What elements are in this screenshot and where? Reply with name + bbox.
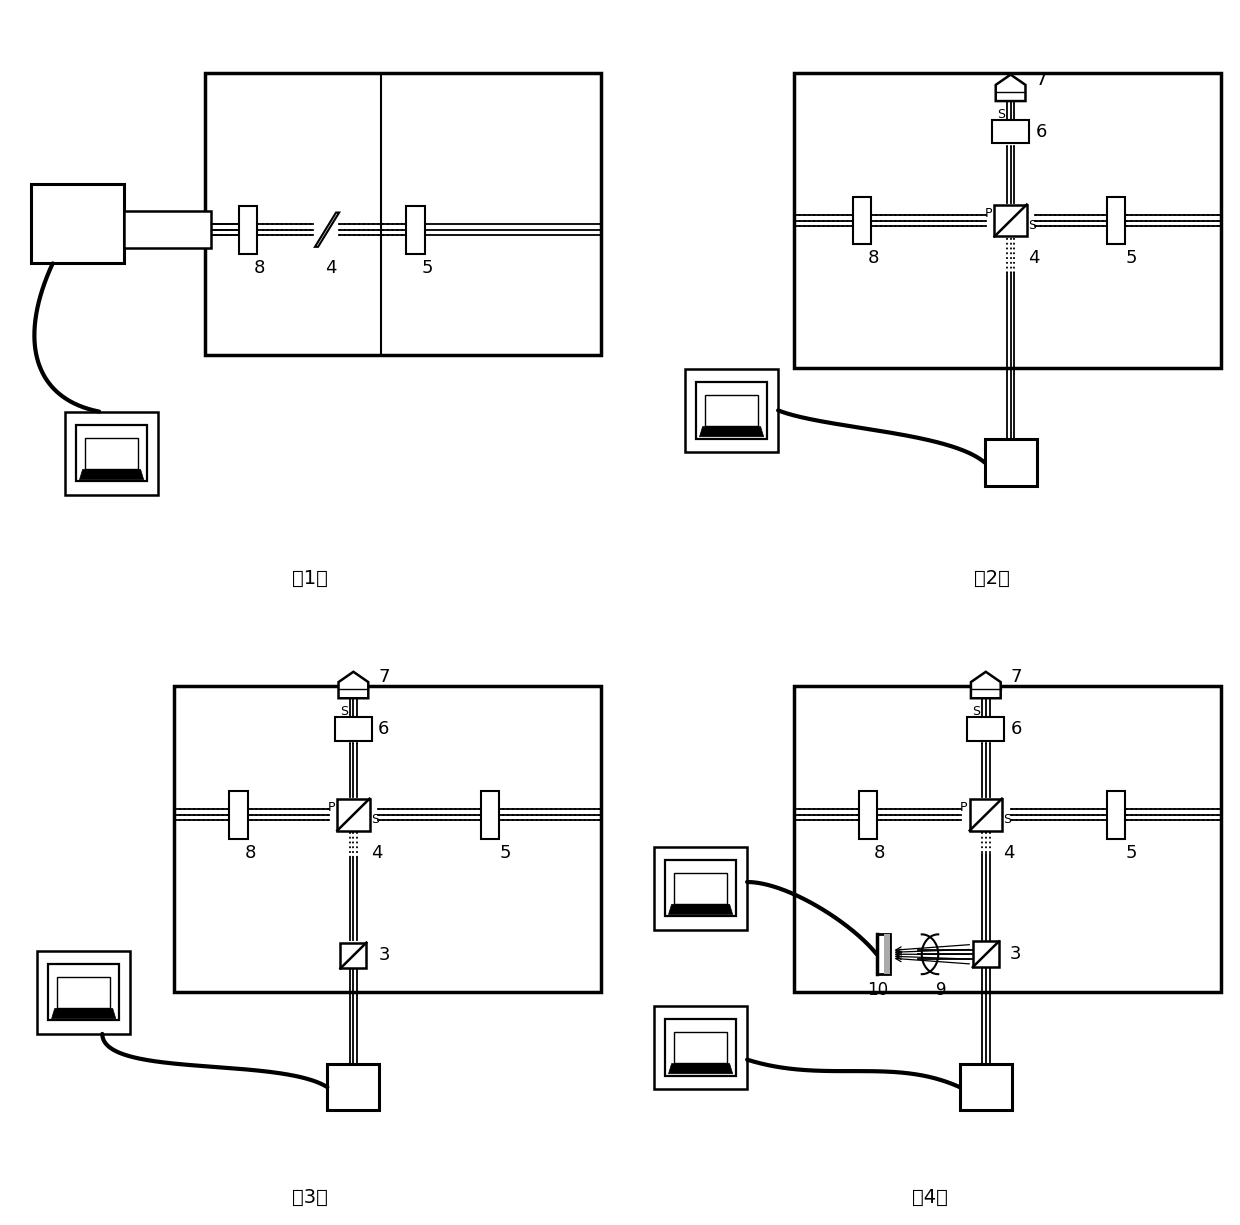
- Bar: [655, 1007, 746, 1089]
- Bar: [57, 978, 110, 1008]
- Bar: [76, 425, 148, 481]
- Bar: [1107, 196, 1126, 244]
- Bar: [665, 1019, 737, 1076]
- Bar: [684, 370, 779, 452]
- Text: （2）: （2）: [975, 570, 1009, 588]
- Bar: [967, 718, 1004, 740]
- Text: S: S: [1028, 219, 1035, 232]
- Text: 7: 7: [1035, 71, 1047, 88]
- Text: （3）: （3）: [293, 1188, 327, 1207]
- Text: 9: 9: [936, 981, 946, 998]
- Text: 5: 5: [498, 844, 511, 861]
- Text: S: S: [371, 813, 378, 826]
- Bar: [794, 74, 1221, 368]
- Bar: [66, 412, 159, 495]
- Bar: [1107, 791, 1126, 838]
- Polygon shape: [668, 1063, 733, 1073]
- Bar: [794, 686, 1221, 992]
- Text: 6: 6: [1011, 720, 1022, 737]
- Polygon shape: [79, 469, 144, 479]
- Bar: [48, 964, 119, 1020]
- Text: P: P: [960, 801, 967, 813]
- Bar: [665, 860, 737, 916]
- Text: 6: 6: [1035, 122, 1047, 141]
- Text: （1）: （1）: [293, 570, 327, 588]
- Polygon shape: [339, 671, 368, 698]
- Bar: [335, 718, 372, 740]
- Bar: [655, 848, 746, 930]
- Text: P: P: [985, 207, 992, 219]
- Polygon shape: [971, 671, 1001, 698]
- Bar: [238, 206, 258, 254]
- Bar: [481, 791, 498, 838]
- Bar: [883, 935, 890, 974]
- Bar: [858, 791, 878, 838]
- Bar: [84, 439, 139, 469]
- Polygon shape: [315, 212, 339, 247]
- Text: P: P: [327, 801, 335, 813]
- Bar: [31, 184, 124, 263]
- Text: 5: 5: [1126, 250, 1137, 267]
- Polygon shape: [668, 904, 733, 914]
- Bar: [696, 382, 768, 439]
- Text: S: S: [340, 706, 347, 718]
- Polygon shape: [699, 426, 764, 437]
- Bar: [853, 196, 870, 244]
- Bar: [174, 686, 601, 992]
- Bar: [972, 941, 999, 968]
- Text: 4: 4: [1028, 250, 1039, 267]
- Text: 8: 8: [254, 258, 265, 277]
- Bar: [673, 1033, 728, 1063]
- Text: 7: 7: [1011, 668, 1022, 686]
- Text: 4: 4: [1003, 844, 1014, 861]
- Text: 3: 3: [1009, 946, 1021, 963]
- Text: S: S: [997, 108, 1004, 121]
- Bar: [673, 873, 728, 904]
- Text: 8: 8: [868, 250, 879, 267]
- Text: 4: 4: [371, 844, 382, 861]
- Bar: [229, 791, 248, 838]
- Text: 3: 3: [378, 947, 389, 964]
- Text: 10: 10: [868, 981, 889, 998]
- Bar: [405, 206, 424, 254]
- Polygon shape: [52, 1008, 115, 1019]
- Bar: [704, 396, 759, 426]
- Bar: [985, 440, 1037, 485]
- Bar: [37, 951, 130, 1034]
- Text: S: S: [972, 706, 980, 718]
- Text: 8: 8: [874, 844, 885, 861]
- Text: S: S: [1003, 813, 1011, 826]
- Bar: [327, 1063, 379, 1110]
- Bar: [877, 935, 890, 974]
- Text: 6: 6: [378, 720, 389, 737]
- Bar: [124, 211, 211, 247]
- Text: 4: 4: [325, 258, 337, 277]
- Bar: [337, 799, 370, 831]
- Bar: [992, 120, 1029, 143]
- Bar: [994, 205, 1027, 236]
- Text: 7: 7: [378, 668, 389, 686]
- Text: 5: 5: [1126, 844, 1137, 861]
- Text: （4）: （4）: [913, 1188, 947, 1207]
- Text: 5: 5: [422, 258, 433, 277]
- Bar: [960, 1063, 1012, 1110]
- Bar: [970, 799, 1002, 831]
- Bar: [205, 74, 601, 355]
- Text: 8: 8: [246, 844, 257, 861]
- Bar: [340, 943, 367, 968]
- Polygon shape: [996, 75, 1025, 102]
